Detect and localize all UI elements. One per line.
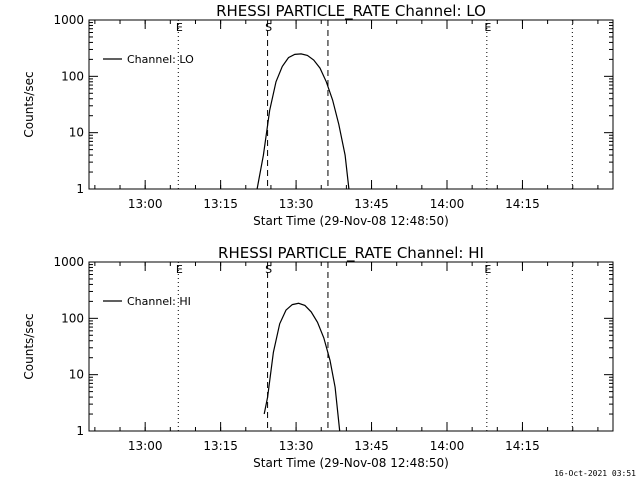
series-line <box>256 53 350 190</box>
chart-title: RHESSI PARTICLE_RATE Channel: HI <box>218 244 484 263</box>
series-line <box>263 302 341 432</box>
marker-label: E <box>484 21 491 34</box>
x-axis-label: Start Time (29-Nov-08 12:48:50) <box>253 214 449 228</box>
marker-label: S <box>265 263 272 276</box>
y-tick-label: 1 <box>76 182 84 196</box>
plot-frame <box>88 261 614 432</box>
marker-label: E <box>176 263 183 276</box>
y-tick-label: 100 <box>61 69 84 83</box>
x-tick-label: 14:15 <box>505 439 540 453</box>
x-tick-label: 13:30 <box>279 197 314 211</box>
chart-title: RHESSI PARTICLE_RATE Channel: LO <box>216 2 486 21</box>
chart-panel-2: RHESSI PARTICLE_RATE Channel: HI Counts/s… <box>22 244 614 470</box>
y-tick-label: 1000 <box>53 255 84 269</box>
plot-frame <box>88 19 614 190</box>
y-axis-label: Counts/sec <box>22 71 36 137</box>
x-tick-label: 13:45 <box>354 197 389 211</box>
x-axis-label: Start Time (29-Nov-08 12:48:50) <box>253 456 449 470</box>
chart-panel-1: RHESSI PARTICLE_RATE Channel: LO Counts/s… <box>22 2 614 228</box>
x-tick-label: 13:15 <box>203 197 238 211</box>
legend-label: Channel: HI <box>127 295 191 308</box>
y-tick-label: 1 <box>76 424 84 438</box>
y-tick-label: 100 <box>61 311 84 325</box>
marker-label: S <box>265 21 272 34</box>
y-tick-label: 10 <box>69 368 84 382</box>
y-axis-label: Counts/sec <box>22 313 36 379</box>
x-tick-label: 14:15 <box>505 197 540 211</box>
x-tick-label: 13:00 <box>128 439 163 453</box>
y-tick-label: 1000 <box>53 13 84 27</box>
x-tick-label: 14:00 <box>430 439 465 453</box>
y-tick-label: 10 <box>69 126 84 140</box>
legend-label: Channel: LO <box>127 53 194 66</box>
marker-label: E <box>484 263 491 276</box>
generation-timestamp: 16-Oct-2021 03:51 <box>554 469 636 478</box>
x-tick-label: 13:45 <box>354 439 389 453</box>
x-tick-label: 13:00 <box>128 197 163 211</box>
marker-label: E <box>176 21 183 34</box>
x-tick-label: 13:15 <box>203 439 238 453</box>
x-tick-label: 13:30 <box>279 439 314 453</box>
x-tick-label: 14:00 <box>430 197 465 211</box>
